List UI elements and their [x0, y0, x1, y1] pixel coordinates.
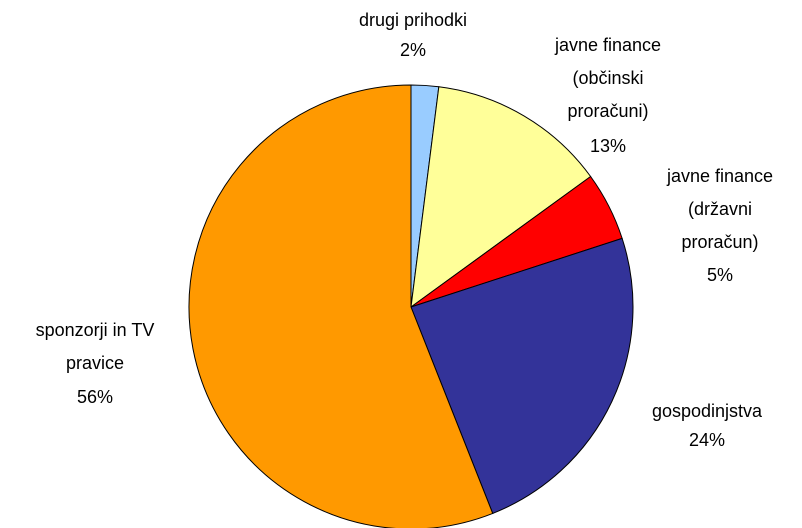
value-label: 24% [688, 429, 726, 450]
value-label: 2% [399, 39, 426, 60]
category-label: javne finance (občinski proračuni) [554, 34, 662, 121]
category-label: javne finance (državni proračun) [666, 165, 774, 252]
category-label: drugi prihodki [358, 9, 468, 30]
pie-slice [188, 84, 494, 528]
category-label: gospodinjstva [651, 400, 763, 421]
value-label: 13% [589, 135, 627, 156]
category-label: sponzorji in TV pravice [35, 319, 155, 373]
pie-slice [410, 237, 634, 515]
value-label: 5% [706, 264, 733, 285]
value-label: 56% [76, 386, 114, 407]
pie-slice [410, 86, 592, 309]
